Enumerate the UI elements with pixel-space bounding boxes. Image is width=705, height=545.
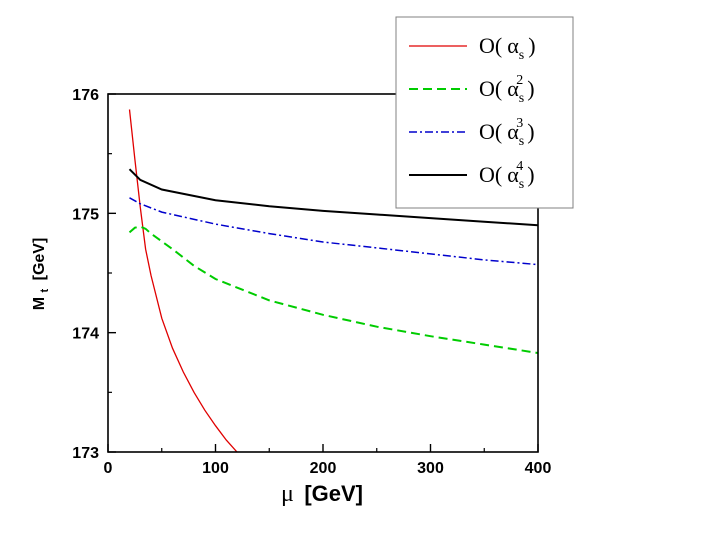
- x-axis-symbol: μ: [281, 481, 294, 507]
- y-axis-sub: t: [39, 289, 51, 293]
- legend-item: O(αs2): [409, 73, 535, 106]
- legend-label: O(αs4): [479, 159, 535, 192]
- legend-label: O(αs): [479, 33, 536, 63]
- legend: O(αs) O(αs2) O(αs3) O(αs4): [395, 16, 574, 209]
- legend-item: O(αs3): [409, 116, 535, 149]
- legend-label: O(αs3): [479, 116, 535, 149]
- y-tick-label: 176: [72, 87, 99, 104]
- axes: 0 100 200 300 400 173 174 175 176: [72, 87, 551, 477]
- x-axis-unit: [GeV]: [304, 481, 363, 506]
- x-tick-label: 0: [104, 460, 113, 477]
- y-axis-unit: [GeV]: [31, 238, 48, 281]
- legend-label: O(αs2): [479, 73, 535, 106]
- plot-layer: [128, 109, 538, 452]
- y-tick-label: 173: [72, 445, 99, 462]
- y-axis-main: M: [31, 297, 48, 310]
- x-tick-label: 400: [525, 460, 552, 477]
- legend-box: [395, 16, 574, 209]
- x-tick-label: 200: [310, 460, 337, 477]
- series-line-4: [128, 168, 538, 227]
- y-tick-label: 175: [72, 206, 99, 223]
- legend-item: O(αs4): [409, 159, 535, 192]
- x-tick-label: 300: [417, 460, 444, 477]
- x-tick-label: 100: [202, 460, 229, 477]
- series-line-1: [128, 109, 238, 452]
- series-line-2: [128, 225, 538, 354]
- legend-item: O(αs): [409, 33, 536, 63]
- x-axis-label: μ [GeV]: [281, 481, 363, 507]
- series-line-3: [129, 197, 538, 266]
- y-tick-label: 174: [72, 326, 99, 343]
- y-axis-label: M t [GeV]: [31, 238, 52, 311]
